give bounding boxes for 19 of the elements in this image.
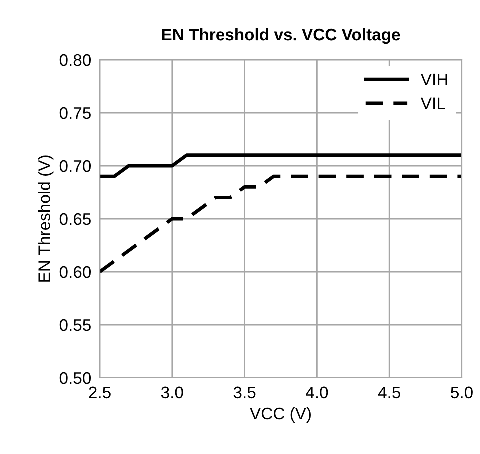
chart-title: EN Threshold vs. VCC Voltage (162, 28, 400, 44)
y-tick-label: 0.65 (60, 213, 91, 226)
x-tick-label: 4.5 (378, 386, 400, 399)
legend-label: VIH (420, 74, 448, 86)
line-series (100, 174, 462, 274)
y-tick-label: 0.50 (60, 372, 92, 384)
y-tick-label: 0.55 (60, 319, 91, 332)
y-tick-label: 0.60 (60, 266, 92, 278)
x-tick-label: 5.0 (451, 386, 473, 399)
legend-label: VIL (420, 98, 446, 110)
x-tick-label: 3.5 (234, 386, 256, 399)
y-axis-title: EN Threshold (V) (38, 156, 54, 282)
x-axis-title: VCC (V) (250, 407, 311, 423)
x-tick-label: 3.0 (161, 386, 184, 399)
y-tick-label: 0.70 (60, 160, 92, 172)
x-tick-label: 4.0 (306, 386, 328, 399)
y-tick-label: 0.80 (60, 54, 92, 66)
x-tick-label: 2.5 (89, 386, 111, 399)
y-tick-label: 0.75 (60, 107, 91, 120)
